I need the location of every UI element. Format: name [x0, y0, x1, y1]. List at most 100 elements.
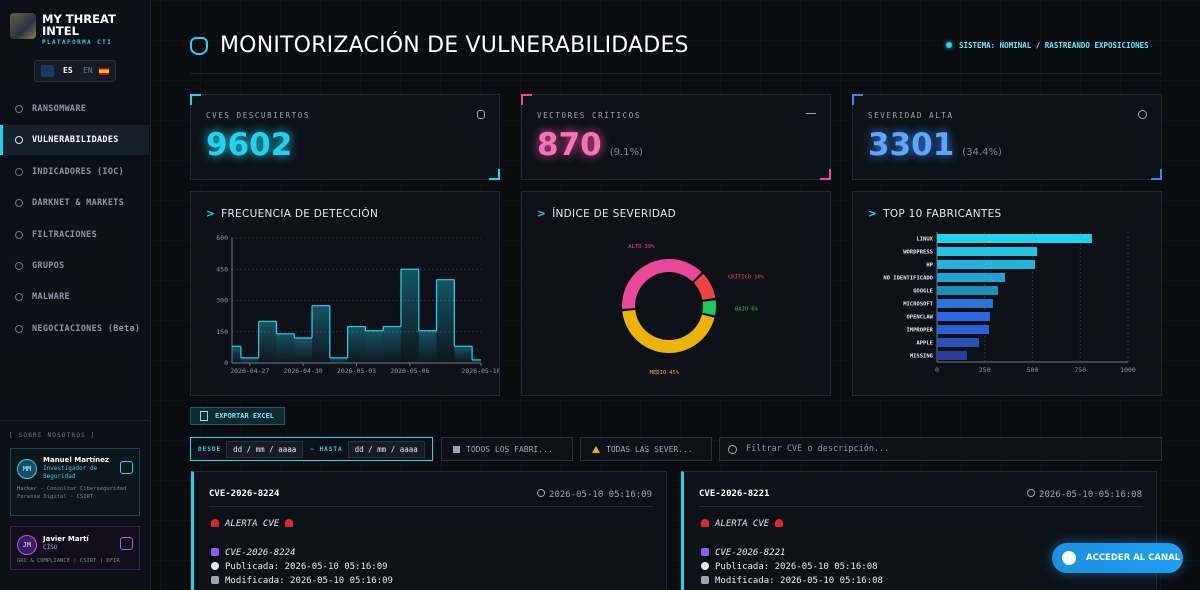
- nav-icon: [15, 230, 23, 239]
- stat-percent: (34.4%): [962, 147, 1002, 158]
- x-tick-label: 2026-04-30: [284, 367, 323, 375]
- modified: Modificada: 2026-05-10 05:16:09: [211, 576, 393, 586]
- timestamp-text: 2026-05-10 05:16:08: [1039, 490, 1142, 500]
- bar: [937, 351, 967, 360]
- chart-card: > TOP 10 FABRICANTES 0 250 500 750 1000 LINUX W…: [852, 191, 1162, 396]
- telegram-icon: [1062, 551, 1076, 565]
- nav-item[interactable]: DARKNET & MARKETS: [0, 188, 149, 218]
- clock-icon: [537, 489, 546, 497]
- stat-value: 870: [537, 127, 602, 163]
- stat-card: VECTORES CRÍTICOS 870 (9.1%): [521, 94, 831, 180]
- date-input[interactable]: dd / mm / aaaa: [226, 440, 304, 458]
- corner: [852, 94, 863, 105]
- chart: 0 150 300 450 600 2026-04-27 2026-04-30 2026-05…: [216, 234, 499, 375]
- lang-en[interactable]: EN: [83, 66, 93, 75]
- divider: [699, 506, 1143, 507]
- slice-name: MEDIO: [650, 370, 667, 376]
- logo: [10, 13, 36, 39]
- y-tick-label: 150: [216, 328, 228, 336]
- bar: [937, 247, 1038, 256]
- nav-item[interactable]: GRUPOS: [0, 251, 149, 281]
- x-tick-label: 2026-05-06: [390, 367, 429, 375]
- from-label: DESDE: [198, 445, 222, 453]
- nav-label: GRUPOS: [32, 261, 65, 271]
- nav-icon: [15, 167, 23, 176]
- stat-card: SEVERIDAD ALTA 3301 (34.4%): [852, 94, 1162, 180]
- page-title: MONITORIZACIÓN DE VULNERABILIDADES: [220, 33, 689, 58]
- area-segment: [276, 333, 295, 363]
- nav-icon: [15, 136, 23, 145]
- vendor-select[interactable]: TODOS LOS FABRI...: [441, 437, 573, 461]
- member-name: Manuel Martínez: [43, 456, 109, 464]
- nav-label: DARKNET & MARKETS: [32, 198, 125, 209]
- siren-icon: [211, 519, 219, 527]
- cve-card[interactable]: CVE-2026-8224 2026-05-10 05:16:09 ALERTA…: [191, 471, 667, 590]
- nav-label: VULNERABILIDADES: [32, 135, 119, 146]
- export-button[interactable]: EXPORTAR EXCEL: [190, 407, 285, 425]
- category-label: MICROSOFT: [903, 302, 933, 308]
- id-icon: [701, 548, 709, 556]
- avatar: JM: [17, 535, 37, 555]
- bar: [937, 338, 980, 347]
- x-tick-label: 250: [979, 366, 991, 374]
- clock-icon: [211, 562, 219, 570]
- date-input[interactable]: dd / mm / aaaa: [347, 440, 425, 458]
- search-icon: [728, 444, 737, 454]
- nav-icon: [15, 199, 23, 208]
- stat-row: 3301 (34.4%): [868, 127, 1002, 163]
- vendor-filter: TODOS LOS FABRI...: [466, 444, 553, 454]
- bug-icon: [190, 37, 208, 55]
- slice-label: BAJO 6%: [735, 307, 759, 313]
- severity-select[interactable]: TODAS LAS SEVER...: [580, 437, 712, 461]
- siren-icon: [775, 519, 784, 527]
- member-bio: GRC & COMPLIANCE | CSIRT | DFIR: [17, 558, 120, 564]
- nav-item[interactable]: RANSOMWARE: [0, 94, 149, 124]
- link-button[interactable]: [120, 537, 133, 550]
- nav-item[interactable]: FILTRACIONES: [0, 220, 149, 250]
- to-label-text: HASTA: [319, 445, 343, 453]
- chart-card: > FRECUENCIA DE DETECCIÓN 0 150 300 450 600 20…: [190, 191, 500, 396]
- nav-item[interactable]: NEGOCIACIONES (Beta): [0, 314, 149, 344]
- area-segment: [365, 330, 384, 363]
- status-dot: [946, 42, 952, 48]
- status: SISTEMA: NOMINAL / RASTREANDO EXPOSICION…: [959, 41, 1149, 50]
- nav-item[interactable]: MALWARE: [0, 282, 149, 312]
- file-icon: [200, 411, 208, 421]
- corner: [1151, 169, 1162, 180]
- nav-icon: [15, 105, 23, 113]
- area-segment: [472, 359, 481, 363]
- x-tick-label: 2026-05-03: [337, 367, 376, 375]
- member-bio: Hacker - Consultor Ciberseguridad Forens…: [17, 486, 127, 500]
- nav-label: NEGOCIACIONES (Beta): [32, 323, 141, 334]
- tool-icon: [701, 576, 709, 584]
- nav-label: FILTRACIONES: [32, 229, 98, 240]
- area-segment: [383, 326, 401, 363]
- clock-icon: [701, 562, 709, 570]
- nav-item[interactable]: VULNERABILIDADES: [0, 125, 149, 156]
- brand: MY THREAT INTEL: [42, 12, 116, 38]
- member-role: CISO: [43, 544, 58, 551]
- modified-text: Modificada: 2026-05-10 05:16:08: [715, 576, 883, 586]
- y-tick-label: 450: [216, 265, 228, 273]
- donut-slice: [693, 273, 716, 301]
- cta-label: ACCEDER AL CANAL: [1086, 553, 1181, 563]
- date-range: DESDE dd / mm / aaaa — HASTA dd / mm / a…: [190, 437, 433, 461]
- link-button[interactable]: [120, 461, 133, 474]
- alert-text: ALERTA CVE: [225, 519, 280, 529]
- chart-title: > TOP 10 FABRICANTES: [868, 208, 1002, 220]
- category-label: LINUX: [916, 237, 933, 243]
- lang-es[interactable]: ES: [63, 66, 73, 75]
- search-input[interactable]: Filtrar CVE o descripción...: [719, 437, 1162, 461]
- warning-icon: [592, 445, 600, 453]
- chart-card: > ÍNDICE DE SEVERIDAD ALTO 39% CRÍTICO 10% BA…: [521, 191, 831, 396]
- stat-percent: (9.1%): [609, 147, 643, 158]
- donut-slice: [702, 300, 716, 316]
- nav-label: RANSOMWARE: [32, 104, 87, 114]
- nav-item[interactable]: INDICADORES (IOC): [0, 157, 149, 187]
- cta-button[interactable]: ACCEDER AL CANAL: [1052, 543, 1183, 573]
- cve-timestamp: 2026-05-10 05:16:09: [537, 489, 652, 500]
- cve-line: CVE-2026-8221: [701, 548, 785, 558]
- modified-text: Modificada: 2026-05-10 05:16:09: [225, 576, 393, 586]
- member-role: Investigador de Seguridad: [43, 465, 98, 480]
